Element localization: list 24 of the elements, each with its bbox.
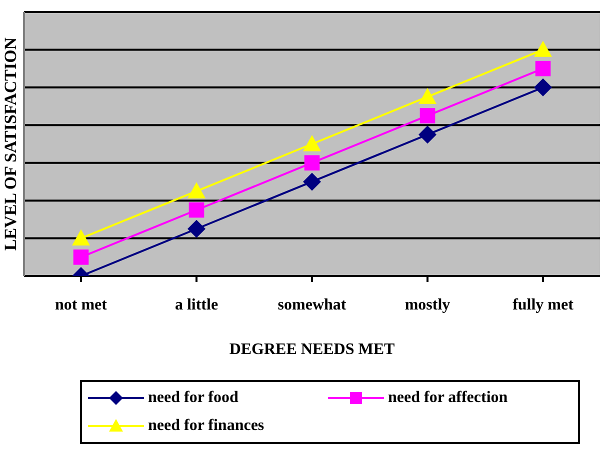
point [534, 78, 552, 96]
point [188, 202, 204, 218]
x-tick-label: mostly [404, 296, 450, 314]
point [188, 182, 206, 198]
point [303, 135, 321, 152]
x-tick-label: somewhat [278, 296, 347, 314]
point [303, 172, 321, 191]
point [72, 229, 90, 246]
point [420, 108, 436, 124]
legend-label: need for affection [388, 389, 508, 407]
point [188, 220, 206, 238]
point [418, 126, 436, 144]
point [534, 40, 552, 57]
x-tick-label: fully met [512, 296, 574, 314]
legend-label: need for food [148, 389, 238, 407]
x-tick-label: a little [174, 296, 218, 314]
point [73, 250, 89, 265]
x-axis-title: DEGREE NEEDS MET [229, 341, 396, 358]
point [418, 88, 436, 104]
point [535, 60, 551, 76]
y-axis-title: LEVEL OF SATISFACTION [1, 36, 20, 251]
x-tick-label: not met [55, 296, 108, 314]
legend-label: need for finances [148, 417, 264, 435]
point [304, 155, 320, 171]
